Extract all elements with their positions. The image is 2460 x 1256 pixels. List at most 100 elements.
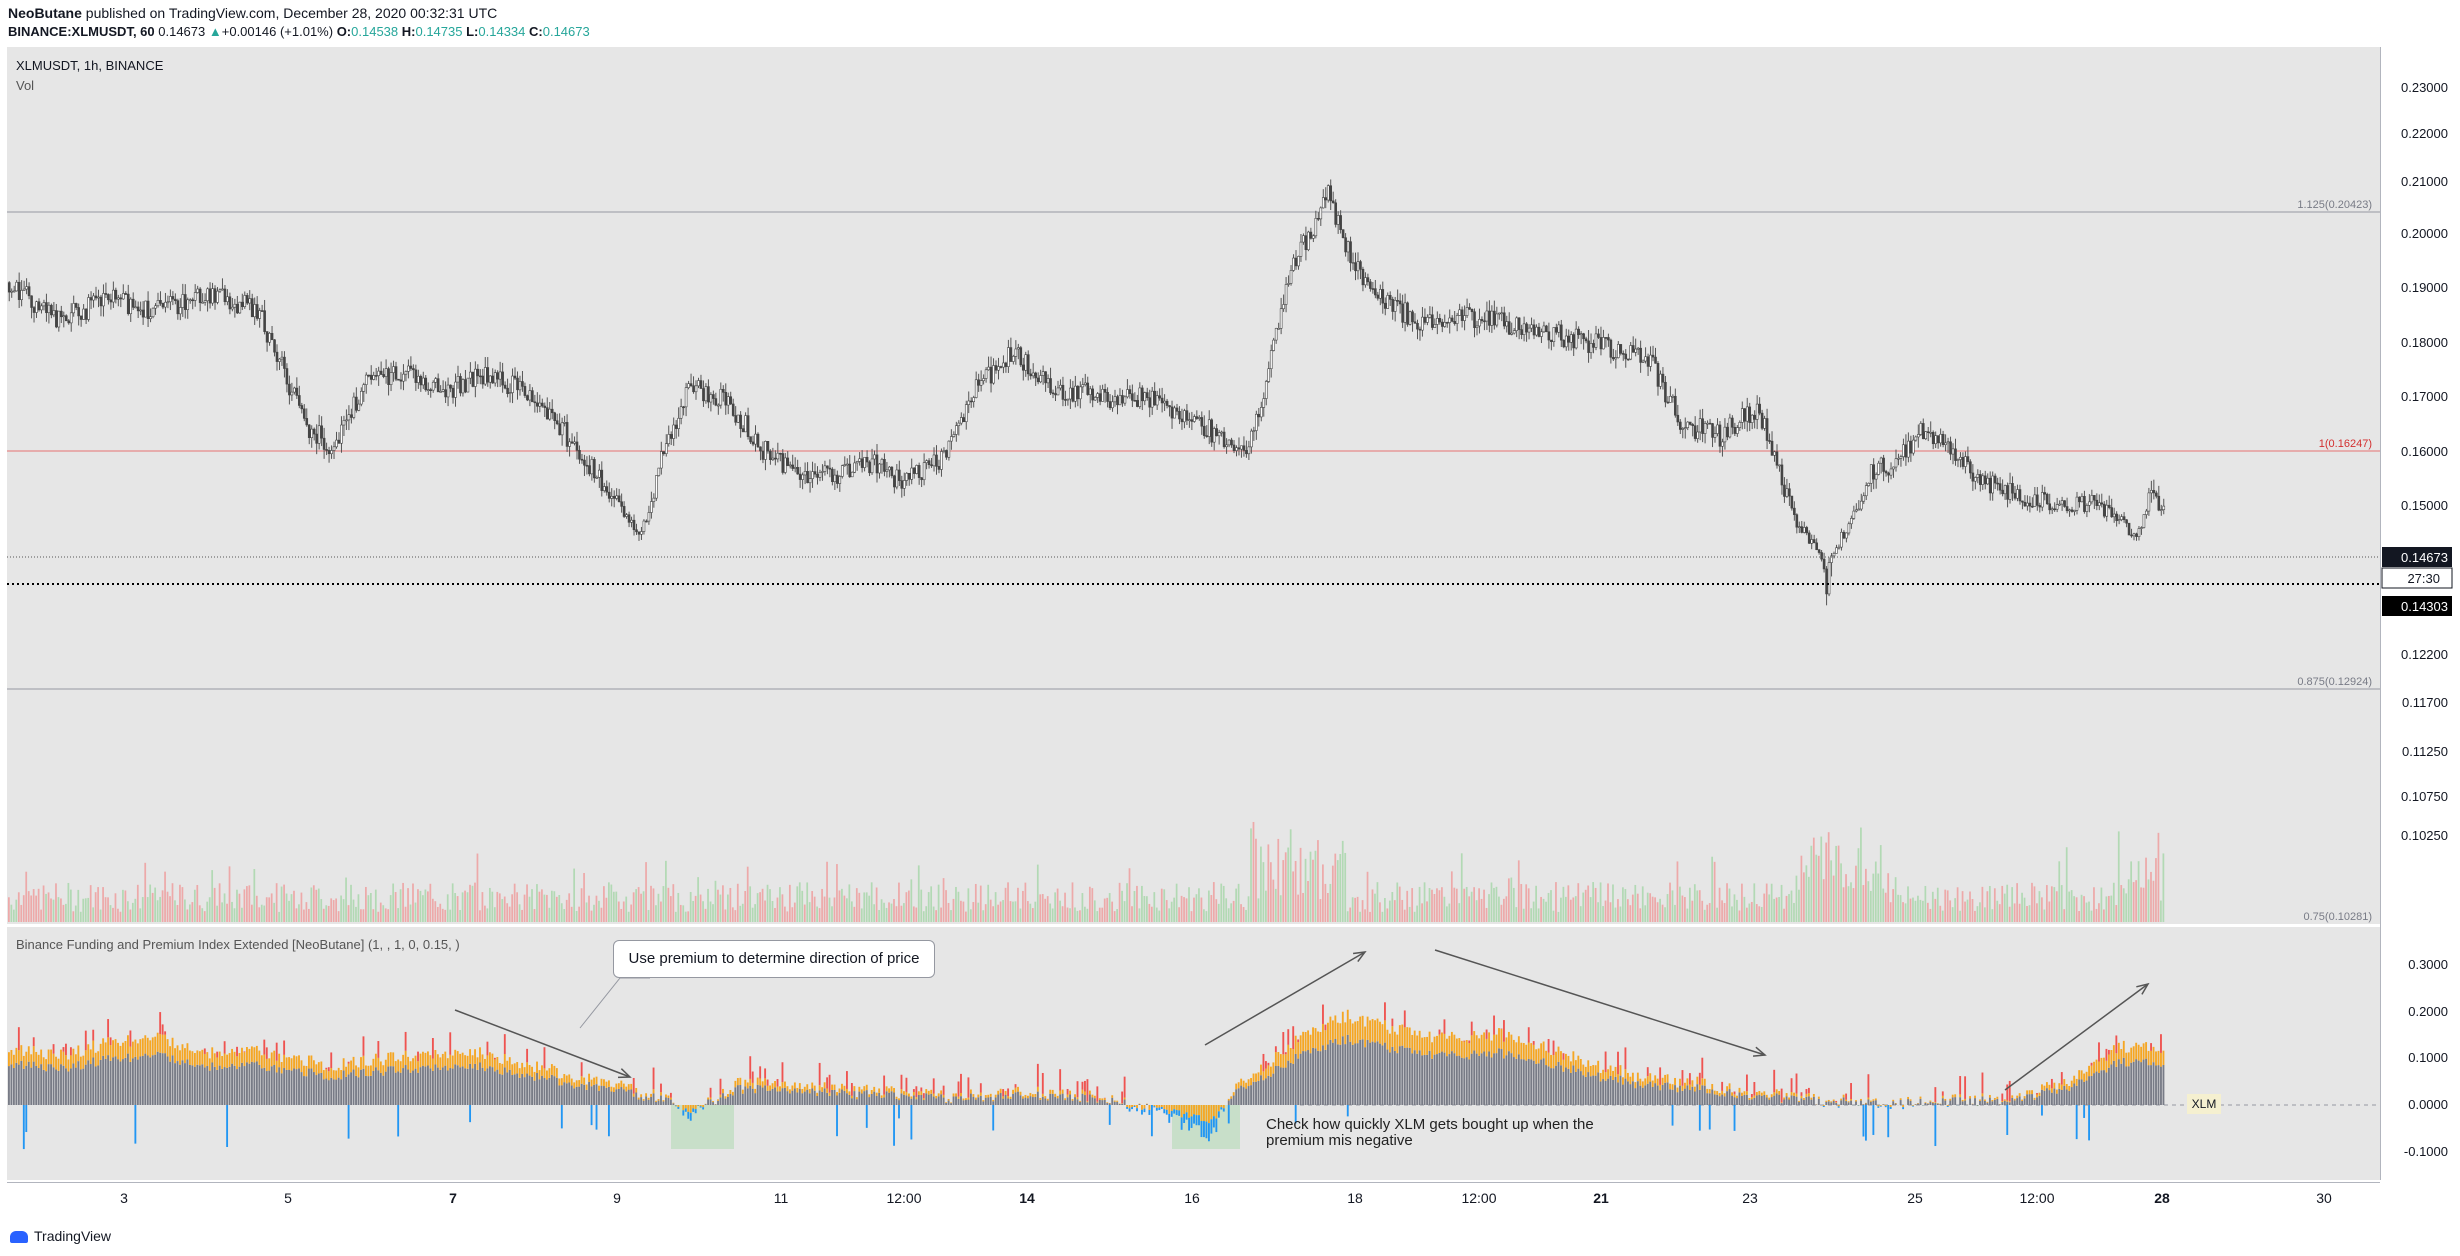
base-bar — [1116, 1101, 1119, 1105]
premium-bar — [754, 1088, 757, 1094]
base-bar — [1245, 1088, 1248, 1105]
premium-bar — [555, 1068, 558, 1078]
volume-bar — [1237, 883, 1240, 922]
base-bar — [1597, 1072, 1600, 1105]
premium-bar — [1314, 1028, 1317, 1049]
base-bar — [1056, 1098, 1059, 1105]
base-bar — [766, 1090, 769, 1105]
candle-body — [1411, 311, 1414, 323]
premium-bar — [1845, 1099, 1848, 1102]
volume-bar — [997, 904, 999, 922]
premium-bar — [1743, 1091, 1746, 1095]
volume-bar — [305, 902, 308, 922]
base-bar — [1840, 1100, 1843, 1105]
base-bar — [759, 1085, 762, 1105]
volume-bar — [912, 906, 915, 922]
negative-bar — [684, 1108, 687, 1112]
base-bar — [1674, 1085, 1676, 1105]
fib-level-label: 0.75(0.10281) — [2304, 911, 2373, 923]
footer-brand[interactable]: TradingView — [10, 1228, 111, 1244]
base-bar — [107, 1055, 110, 1105]
volume-bar — [950, 910, 952, 922]
price-pane[interactable] — [7, 47, 2380, 924]
premium-bar — [325, 1069, 328, 1079]
volume-bar — [1498, 896, 1500, 922]
candle-body — [717, 404, 720, 407]
candle-body — [407, 365, 410, 372]
base-bar — [201, 1064, 204, 1105]
author-name[interactable]: NeoButane — [8, 5, 82, 21]
candle-body — [1381, 289, 1385, 304]
candle-body — [89, 297, 93, 301]
candle-body — [1349, 241, 1352, 263]
premium-bar — [979, 1092, 982, 1096]
base-bar — [2135, 1059, 2138, 1105]
volume-bar — [1830, 860, 1833, 922]
base-bar — [1688, 1090, 1691, 1105]
premium-bar — [1398, 1025, 1401, 1047]
candle-body — [493, 372, 497, 384]
premium-bar — [1731, 1092, 1733, 1096]
volume-bar — [1170, 901, 1173, 922]
volume-bar — [833, 897, 836, 922]
base-bar — [8, 1066, 10, 1105]
volume-bar — [2150, 871, 2152, 922]
funding-bar — [2008, 1080, 2011, 1102]
base-bar — [2003, 1100, 2006, 1105]
candle-body — [712, 394, 715, 399]
candle-body — [1143, 392, 1147, 402]
base-bar — [1235, 1089, 1238, 1105]
premium-bar — [1748, 1098, 1751, 1100]
negative-bar — [590, 1105, 593, 1126]
candle-body — [1329, 185, 1333, 202]
candle-body — [1478, 319, 1481, 327]
volume-bar — [102, 887, 104, 922]
volume-bar — [744, 890, 747, 922]
candle-body — [476, 368, 480, 377]
volume-bar — [1441, 887, 1443, 922]
candle-body — [1468, 307, 1471, 310]
time-axis[interactable] — [7, 1182, 2380, 1213]
volume-bar — [228, 866, 231, 922]
volume-bar — [20, 904, 23, 922]
volume-bar — [1991, 909, 1994, 922]
volume-bar — [610, 884, 613, 922]
volume-bar — [650, 885, 652, 922]
premium-bar — [1721, 1090, 1724, 1095]
base-bar — [1093, 1098, 1096, 1105]
indicator-title: Binance Funding and Premium Index Extend… — [16, 937, 460, 952]
premium-bar — [779, 1086, 781, 1092]
premium-bar — [369, 1065, 372, 1076]
premium-bar — [764, 1078, 767, 1086]
base-bar — [1480, 1053, 1483, 1105]
candle-body — [240, 301, 244, 307]
volume-bar — [858, 892, 861, 922]
funding-bar — [1014, 1084, 1017, 1088]
volume-bar — [2068, 891, 2071, 922]
candle-body — [704, 386, 708, 402]
candle-body — [831, 468, 834, 483]
candle-body — [1324, 197, 1328, 201]
volume-bar — [776, 897, 779, 922]
base-bar — [1064, 1100, 1067, 1105]
funding-bar — [1688, 1073, 1691, 1085]
premium-bar — [880, 1095, 883, 1098]
base-bar — [82, 1068, 85, 1105]
candle-body — [640, 531, 643, 535]
volume-bar — [692, 900, 695, 922]
funding-bar — [1867, 1074, 1870, 1098]
indicator-pane[interactable] — [7, 927, 2380, 1180]
base-bar — [263, 1067, 266, 1105]
base-bar — [930, 1093, 933, 1105]
candle-body — [1788, 488, 1791, 497]
volume-bar — [1289, 829, 1292, 922]
funding-bar — [1121, 1091, 1124, 1104]
premium-bar — [632, 1093, 635, 1097]
candle-body — [997, 366, 1000, 371]
volume-bar — [1979, 902, 1981, 922]
candle-body — [1698, 418, 1702, 433]
candle-body — [1294, 257, 1298, 267]
candle-body — [1830, 555, 1833, 563]
candle-body — [2075, 496, 2079, 511]
candle-body — [1455, 315, 1459, 324]
